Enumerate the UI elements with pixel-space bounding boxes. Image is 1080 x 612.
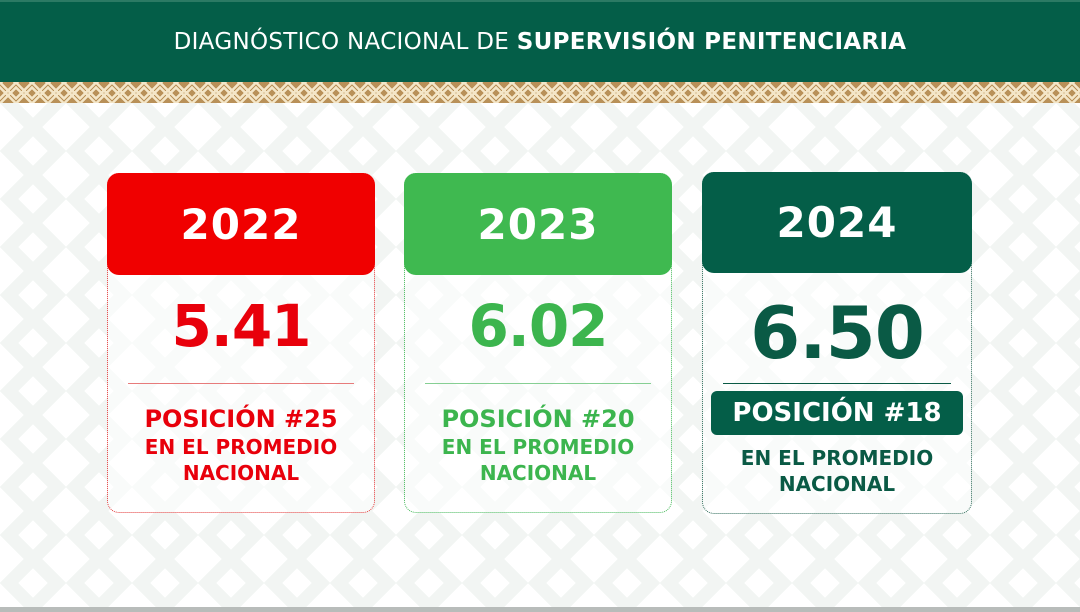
title-light: DIAGNÓSTICO NACIONAL DE xyxy=(173,29,517,55)
position-label: POSICIÓN #20 xyxy=(441,405,635,433)
year-label: 2022 xyxy=(180,199,302,249)
score-value: 6.02 xyxy=(468,292,608,360)
position-subtext: EN EL PROMEDIO NACIONAL xyxy=(405,434,671,486)
divider xyxy=(723,383,951,384)
year-header: 2023 xyxy=(404,173,672,275)
position-subtext: EN EL PROMEDIO NACIONAL xyxy=(703,445,971,497)
score-value: 6.50 xyxy=(750,291,925,375)
subtext-line2: NACIONAL xyxy=(479,461,597,485)
subtext-line1: EN EL PROMEDIO xyxy=(441,435,635,459)
subtext-line1: EN EL PROMEDIO xyxy=(144,435,338,459)
position-label: POSICIÓN #25 xyxy=(144,405,338,433)
position-subtext: EN EL PROMEDIO NACIONAL xyxy=(108,434,374,486)
bottom-bar xyxy=(0,607,1080,612)
score-value: 5.41 xyxy=(171,292,311,360)
subtext-line2: NACIONAL xyxy=(182,461,300,485)
position-badge: POSICIÓN #18 xyxy=(711,391,963,435)
year-label: 2023 xyxy=(477,199,599,249)
score-card-2023: 2023 6.02 POSICIÓN #20 EN EL PROMEDIO NA… xyxy=(404,173,672,513)
year-header: 2022 xyxy=(107,173,375,275)
subtext-line2: NACIONAL xyxy=(778,472,896,496)
subtext-line1: EN EL PROMEDIO xyxy=(740,446,934,470)
score-card-2022: 2022 5.41 POSICIÓN #25 EN EL PROMEDIO NA… xyxy=(107,173,375,513)
score-card-2024: 2024 6.50 POSICIÓN #18 EN EL PROMEDIO NA… xyxy=(702,172,972,514)
divider xyxy=(128,383,354,384)
title-bold: SUPERVISIÓN PENITENCIARIA xyxy=(516,29,907,55)
year-header: 2024 xyxy=(702,172,972,273)
page-title: DIAGNÓSTICO NACIONAL DE SUPERVISIÓN PENI… xyxy=(174,29,907,55)
year-label: 2024 xyxy=(776,198,898,247)
divider xyxy=(425,383,651,384)
page-header: DIAGNÓSTICO NACIONAL DE SUPERVISIÓN PENI… xyxy=(0,0,1080,82)
decorative-border xyxy=(0,82,1080,103)
